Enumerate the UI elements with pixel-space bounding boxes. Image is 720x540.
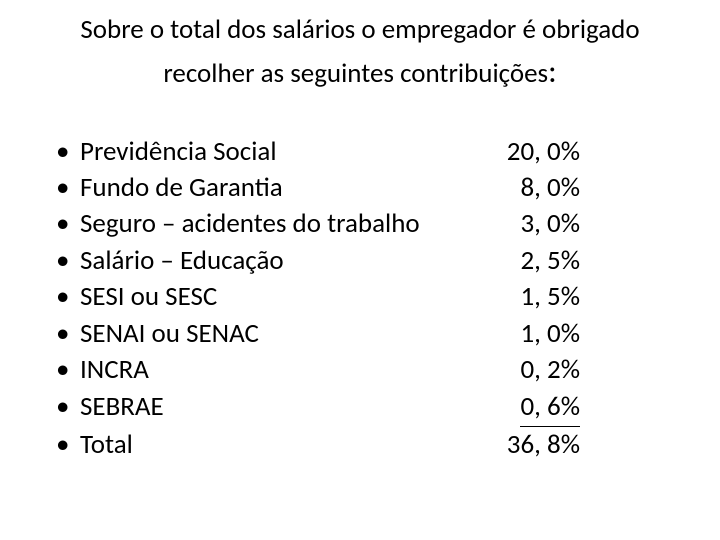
title-colon: :	[548, 52, 557, 91]
list-item: •SENAI ou SENAC1, 0%	[50, 316, 580, 352]
item-value: 2, 5%	[485, 243, 580, 279]
bullet-icon: •	[50, 352, 80, 388]
slide-container: Sobre o total dos salários o empregador …	[0, 0, 720, 540]
item-value: 1, 5%	[485, 279, 580, 315]
item-label: SENAI ou SENAC	[80, 316, 485, 352]
item-value: 36, 8%	[485, 427, 580, 463]
title-line-2: recolher as seguintes contribuições:	[50, 49, 670, 95]
list-item: •Salário – Educação2, 5%	[50, 243, 580, 279]
bullet-icon: •	[50, 170, 80, 206]
bullet-icon: •	[50, 279, 80, 315]
contributions-list: •Previdência Social20, 0%•Fundo de Garan…	[30, 134, 690, 464]
bullet-icon: •	[50, 243, 80, 279]
list-item: •Total36, 8%	[50, 427, 580, 463]
list-item: •Fundo de Garantia8, 0%	[50, 170, 580, 206]
bullet-icon: •	[50, 389, 80, 425]
bullet-icon: •	[50, 316, 80, 352]
item-label: SEBRAE	[80, 389, 485, 425]
item-label: Salário – Educação	[80, 243, 485, 279]
bullet-icon: •	[50, 206, 80, 242]
title-line-1: Sobre o total dos salários o empregador …	[50, 10, 670, 49]
slide-title: Sobre o total dos salários o empregador …	[30, 10, 690, 96]
item-label: Total	[80, 427, 485, 463]
list-item: •SEBRAE0, 6%	[50, 389, 580, 427]
list-item: •SESI ou SESC1, 5%	[50, 279, 580, 315]
bullet-icon: •	[50, 427, 80, 463]
list-item: •INCRA0, 2%	[50, 352, 580, 388]
item-value: 1, 0%	[485, 316, 580, 352]
item-label: INCRA	[80, 352, 485, 388]
item-value: 20, 0%	[485, 134, 580, 170]
item-value: 8, 0%	[485, 170, 580, 206]
item-value: 3, 0%	[485, 206, 580, 242]
item-value: 0, 2%	[485, 352, 580, 388]
item-label: SESI ou SESC	[80, 279, 485, 315]
bullet-icon: •	[50, 134, 80, 170]
item-label: Previdência Social	[80, 134, 485, 170]
item-label: Seguro – acidentes do trabalho	[80, 206, 485, 242]
list-item: •Previdência Social20, 0%	[50, 134, 580, 170]
title-line-2-text: recolher as seguintes contribuições	[163, 57, 548, 90]
item-label: Fundo de Garantia	[80, 170, 485, 206]
list-item: •Seguro – acidentes do trabalho3, 0%	[50, 206, 580, 242]
item-value: 0, 6%	[485, 389, 580, 427]
